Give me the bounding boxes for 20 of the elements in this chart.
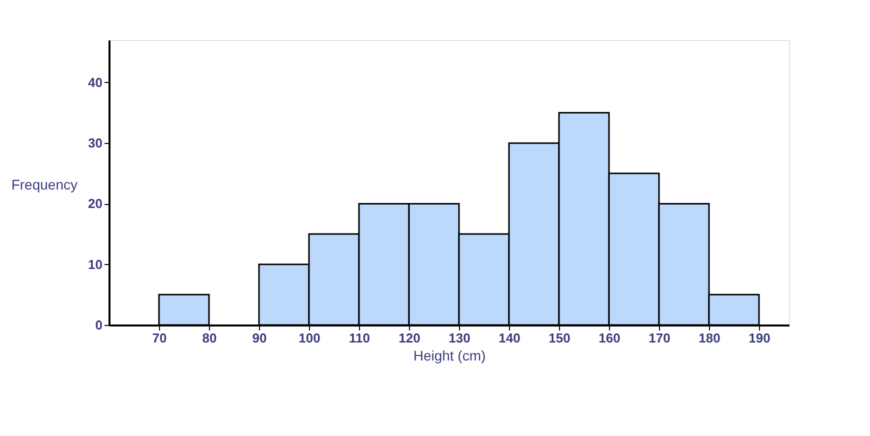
x-tick-label: 150 bbox=[548, 330, 570, 346]
x-tick-label: 180 bbox=[698, 330, 720, 346]
y-tick-label: 20 bbox=[88, 196, 102, 212]
y-tick-label: 0 bbox=[95, 318, 102, 332]
x-axis-title: Height (cm) bbox=[413, 348, 486, 364]
x-tick-label: 70 bbox=[152, 330, 167, 346]
x-tick-label: 80 bbox=[202, 330, 217, 346]
x-tick-label: 120 bbox=[398, 330, 420, 346]
x-tick-label: 110 bbox=[349, 330, 370, 346]
x-tick-label: 140 bbox=[498, 330, 520, 346]
x-tick-label: 130 bbox=[448, 330, 470, 346]
y-tick-label: 10 bbox=[88, 256, 102, 272]
x-tick-label: 170 bbox=[648, 330, 670, 346]
y-tick-label: 30 bbox=[88, 136, 102, 151]
y-tick-label: 40 bbox=[88, 74, 102, 90]
x-tick-label: 160 bbox=[598, 330, 620, 346]
x-tick-label: 190 bbox=[748, 330, 770, 346]
x-tick-label: 100 bbox=[298, 330, 320, 346]
x-tick-label: 90 bbox=[252, 330, 267, 346]
y-axis-title: Frequency bbox=[11, 176, 78, 192]
